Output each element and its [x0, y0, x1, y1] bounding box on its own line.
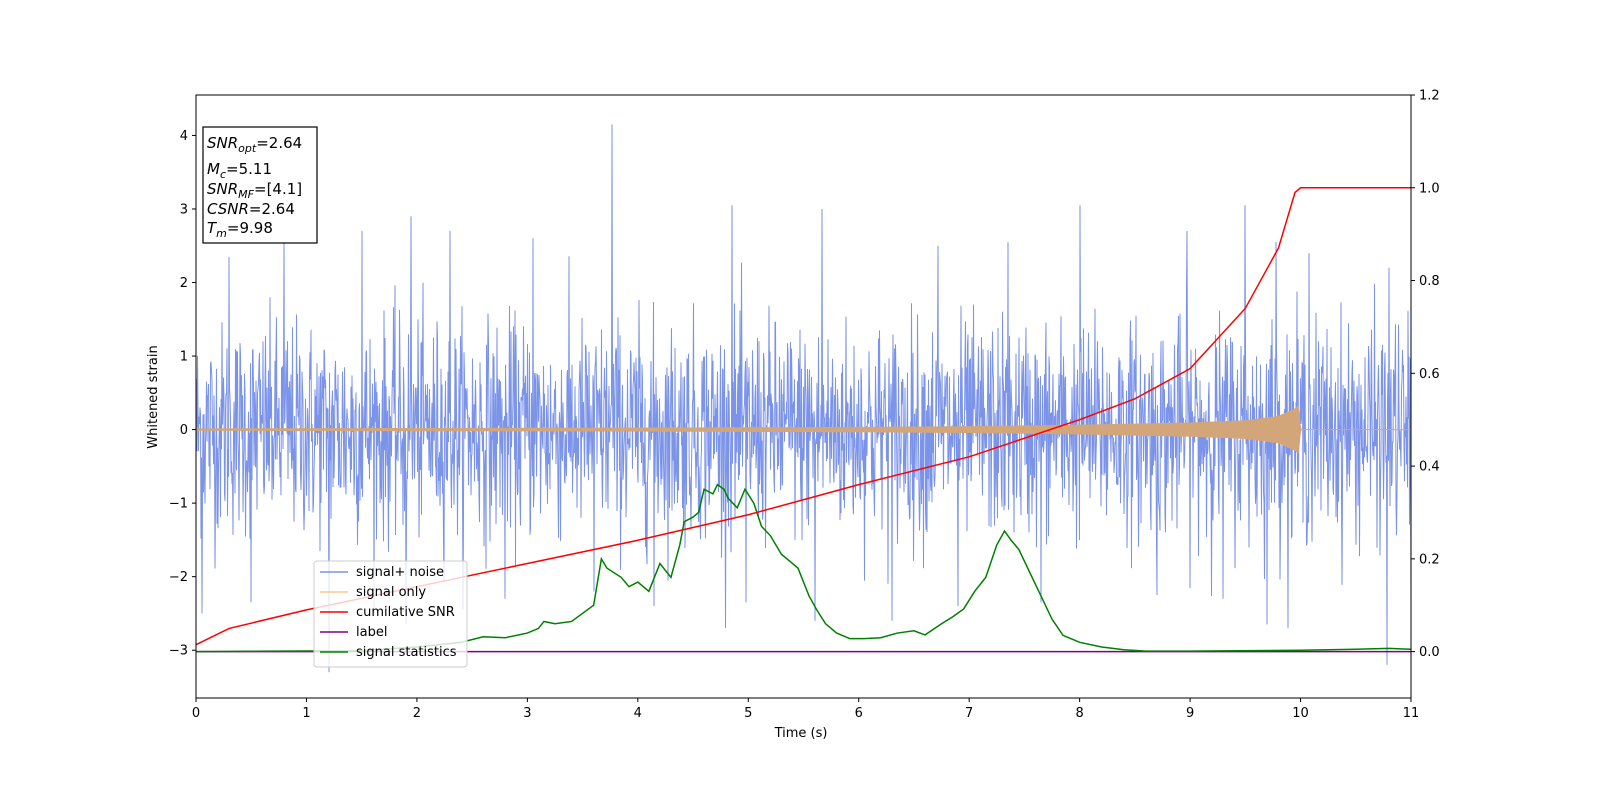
legend: signal+ noise signal only cumilative SNR…: [313, 560, 468, 668]
y2-tick-label: 0.2: [1419, 552, 1440, 567]
annotation-snr-mf: SNRMF=[4.1]: [207, 180, 302, 201]
axes-frame: [195, 94, 1412, 699]
y2-tick-label: 1.0: [1419, 181, 1440, 196]
y-tick-label: −1: [169, 497, 188, 512]
legend-label-snr: cumilative SNR: [356, 605, 455, 620]
y-axis-label: Whitened strain: [146, 345, 161, 448]
annotation-box-frame: [202, 126, 318, 244]
x-tick-label: 2: [413, 706, 421, 721]
legend-label-stats: signal statistics: [356, 645, 457, 660]
y2-tick-label: 0.4: [1419, 460, 1440, 475]
noise-trace: [196, 124, 1411, 673]
y2-tick-label: 0.8: [1419, 274, 1440, 289]
annotation-snr-opt: SNRopt=2.64: [207, 134, 302, 155]
annotation-tm: Tm=9.98: [207, 219, 273, 240]
x-tick-label: 10: [1292, 706, 1309, 721]
annotation-snr-mf-value: =[4.1]: [254, 180, 302, 198]
annotation-mc: Mc=5.11: [207, 160, 272, 181]
y2-tick-label: 0.0: [1419, 645, 1440, 660]
x-tick-label: 6: [855, 706, 863, 721]
annotation-box: SNRopt=2.64 Mc=5.11 SNRMF=[4.1] CSNR=2.6…: [202, 126, 318, 244]
y-tick-label: 0: [180, 423, 188, 438]
y2-tick-label: 0.6: [1419, 367, 1440, 382]
y-tick-label: −3: [169, 644, 188, 659]
legend-label-signal: signal only: [356, 585, 426, 600]
x-tick-label: 7: [965, 706, 973, 721]
y-tick-label: −2: [169, 570, 188, 585]
x-axis-label: Time (s): [774, 726, 828, 741]
annotation-mc-value: =5.11: [226, 160, 272, 178]
y-tick-label: 1: [180, 350, 188, 365]
x-tick-label: 11: [1403, 706, 1420, 721]
tick-layer: 0 1 2 3 4 5 6 7 8 9 10 11 −3 −2 −1 0 1 2 3 4 0.0 0.2 0.4 0.6 0.8…: [169, 89, 1440, 722]
x-tick-label: 5: [744, 706, 752, 721]
x-tick-label: 4: [634, 706, 642, 721]
legend-frame: [313, 560, 468, 668]
x-tick-label: 3: [523, 706, 531, 721]
y-tick-label: 4: [180, 129, 188, 144]
legend-label-label: label: [356, 625, 387, 640]
annotation-csnr-value: =2.64: [249, 200, 295, 218]
signal-statistics-line: [196, 483, 1411, 653]
annotation-csnr: CSNR=2.64: [207, 200, 295, 218]
y2-tick-label: 1.2: [1419, 89, 1440, 104]
annotation-snr-opt-value: =2.64: [256, 134, 302, 152]
x-tick-label: 8: [1075, 706, 1083, 721]
y-tick-label: 2: [180, 276, 188, 291]
legend-label-noise: signal+ noise: [356, 565, 444, 580]
x-tick-label: 0: [192, 706, 200, 721]
annotation-tm-value: =9.98: [227, 219, 273, 237]
x-tick-label: 9: [1186, 706, 1194, 721]
x-tick-label: 1: [302, 706, 310, 721]
y-tick-label: 3: [180, 202, 188, 217]
